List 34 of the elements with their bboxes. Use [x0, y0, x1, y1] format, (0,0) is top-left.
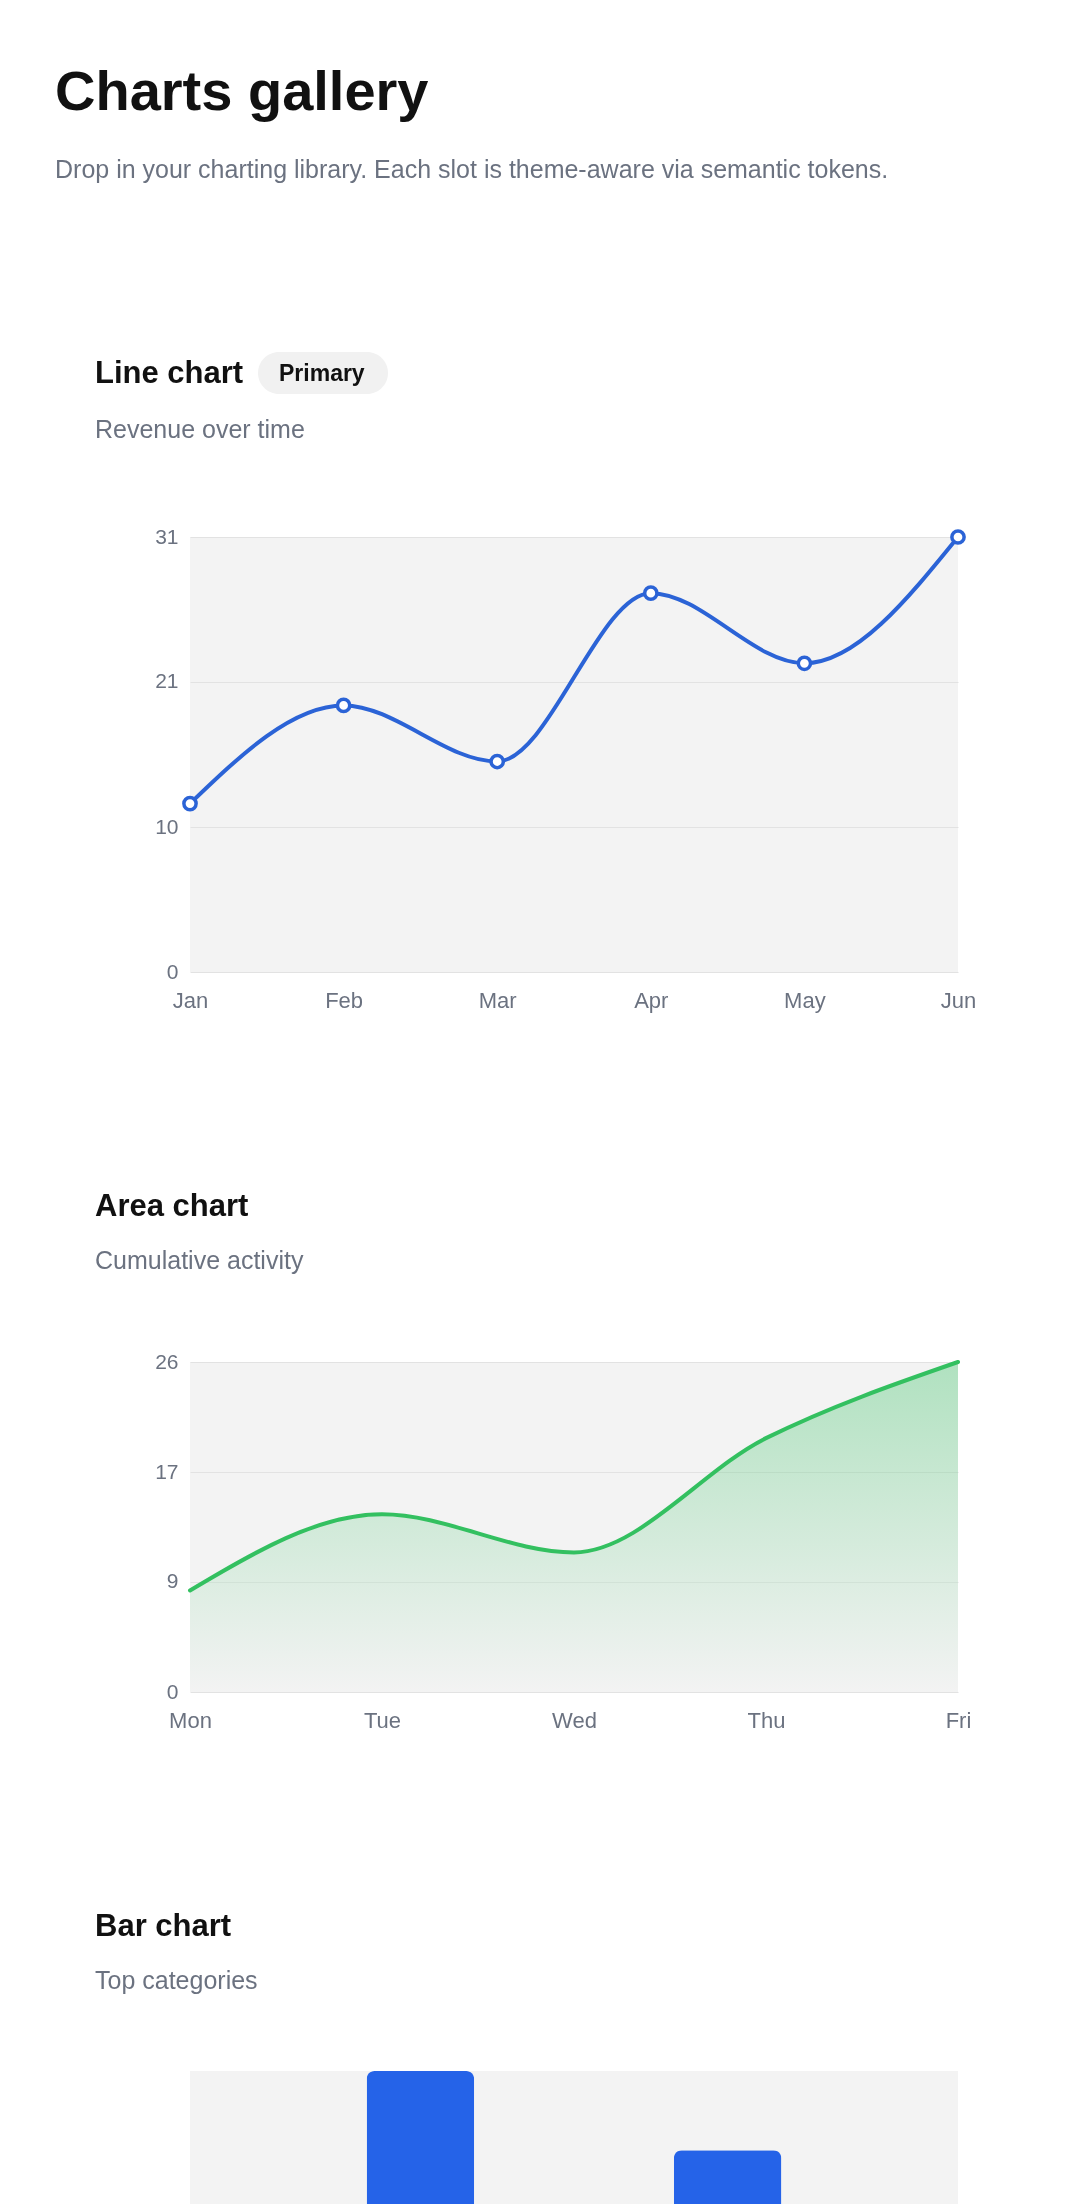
point — [335, 697, 352, 714]
x-tick-label: Apr — [634, 987, 669, 1013]
text: Charts gallery — [55, 59, 429, 122]
chart-subtitle: Revenue over time — [95, 415, 305, 443]
y-tick-label: 10 — [155, 814, 179, 838]
point — [796, 655, 813, 672]
y-tick-label: 17 — [155, 1459, 179, 1483]
x-tick-label: Mon — [169, 1707, 212, 1733]
y-tick-label: 0 — [166, 1679, 179, 1703]
point — [642, 585, 659, 601]
point — [950, 529, 966, 545]
x-tick-label: Tue — [363, 1707, 402, 1733]
y-tick-label: 31 — [155, 524, 179, 548]
x-tick-label: Jan — [172, 987, 209, 1013]
text: Drop in your charting library. Each slot is theme-aware via semantic tokens. — [55, 155, 889, 183]
point — [182, 795, 198, 812]
x-tick-label: Jun — [940, 987, 977, 1013]
x-tick-label: Mar — [478, 987, 517, 1013]
y-tick-label: 0 — [166, 959, 179, 983]
chart-subtitle: Top categories — [95, 1966, 258, 1994]
y-tick-label: 9 — [166, 1569, 179, 1593]
y-tick-label: 21 — [155, 669, 179, 693]
x-tick-label: Fri — [945, 1707, 972, 1733]
text: Primary — [279, 360, 365, 386]
chart-title: Line chart — [95, 355, 244, 390]
x-tick-label: Wed — [552, 1707, 597, 1733]
x-tick-label: Feb — [325, 987, 364, 1013]
chart-title: Area chart — [95, 1188, 249, 1223]
y-tick-label: 26 — [155, 1349, 179, 1373]
x-tick-label: Thu — [747, 1707, 786, 1733]
point — [489, 753, 506, 770]
chart-subtitle: Cumulative activity — [95, 1246, 304, 1274]
chart-title: Bar chart — [95, 1908, 232, 1943]
x-tick-label: May — [784, 987, 826, 1013]
